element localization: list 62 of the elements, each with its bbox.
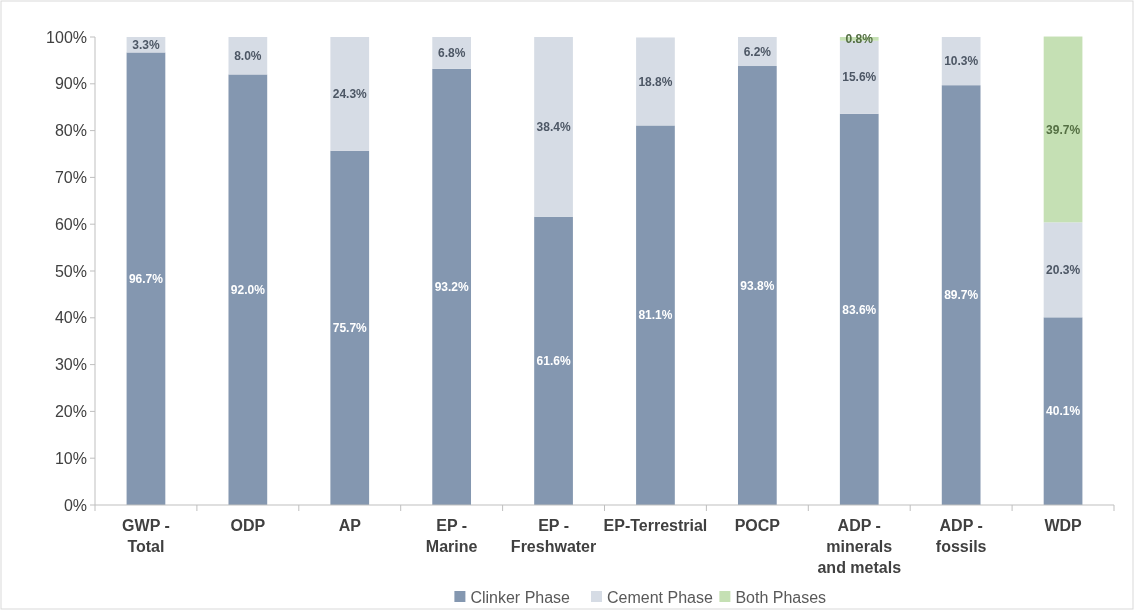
data-label: 93.2% [434,280,469,295]
data-label: 89.7% [944,288,979,303]
bar [330,150,370,505]
bar [1043,36,1083,223]
data-label: 81.1% [638,308,673,323]
y-tick-label: 0% [63,496,87,514]
bar [839,113,879,505]
bar [432,68,472,505]
data-label: 8.0% [234,48,262,63]
y-tick-label: 10% [54,449,87,467]
x-tick-label: WDP [1044,517,1083,534]
y-tick-label: 40% [54,309,87,327]
data-label: 93.8% [740,278,775,293]
bar [1043,222,1083,318]
x-tick-label: POCP [734,517,781,534]
data-label: 24.3% [332,87,368,102]
data-label: 92.0% [230,282,266,297]
bar [330,37,370,151]
data-label: 20.3% [1046,263,1081,278]
data-label: 61.6% [536,354,571,369]
bar [126,52,166,505]
bar [1043,317,1083,505]
y-tick-label: 50% [54,262,87,280]
x-tick-label: ADP - minerals and metals [817,517,902,576]
x-tick-label: AP [338,517,362,534]
data-label: 96.7% [128,271,164,286]
bar [941,37,981,86]
data-label: 40.1% [1046,404,1081,419]
data-label: 83.6% [842,302,877,317]
data-label: 6.8% [437,46,466,61]
x-tick-label: ODP [230,517,266,534]
y-tick-label: 100% [46,28,87,46]
x-tick-label: ADP - fossils [935,517,987,555]
x-tick-label: EP - Freshwater [510,517,597,555]
bar [636,125,675,505]
data-label: 6.2% [743,44,772,59]
x-tick-label: EP-Terrestrial [603,517,708,534]
x-tick-label: GWP - Total [122,517,170,555]
y-tick-label: 20% [54,403,87,420]
legend-label: Both Phases [735,588,827,606]
data-label: 15.6% [842,70,877,85]
y-tick-label: 80% [54,122,87,140]
bar [941,85,981,505]
y-tick-label: 60% [54,215,87,233]
y-tick-label: 30% [54,356,87,374]
data-label: 39.7% [1046,122,1081,137]
bar [737,66,777,505]
data-label: 18.8% [638,74,673,89]
data-label: 75.7% [332,321,368,336]
data-label: 38.4% [536,120,571,135]
legend-label: Cement Phase [607,588,713,606]
bar [228,74,268,505]
bar [534,37,573,217]
bar [636,37,675,126]
data-label: 10.3% [944,54,979,69]
y-tick-label: 90% [54,75,87,93]
legend-label: Clinker Phase [470,588,571,606]
y-tick-label: 70% [54,169,87,186]
data-label: 0.8% [845,32,874,47]
x-tick-label: EP - Marine [425,517,478,555]
data-label: 3.3% [132,37,160,52]
bar [534,216,573,505]
